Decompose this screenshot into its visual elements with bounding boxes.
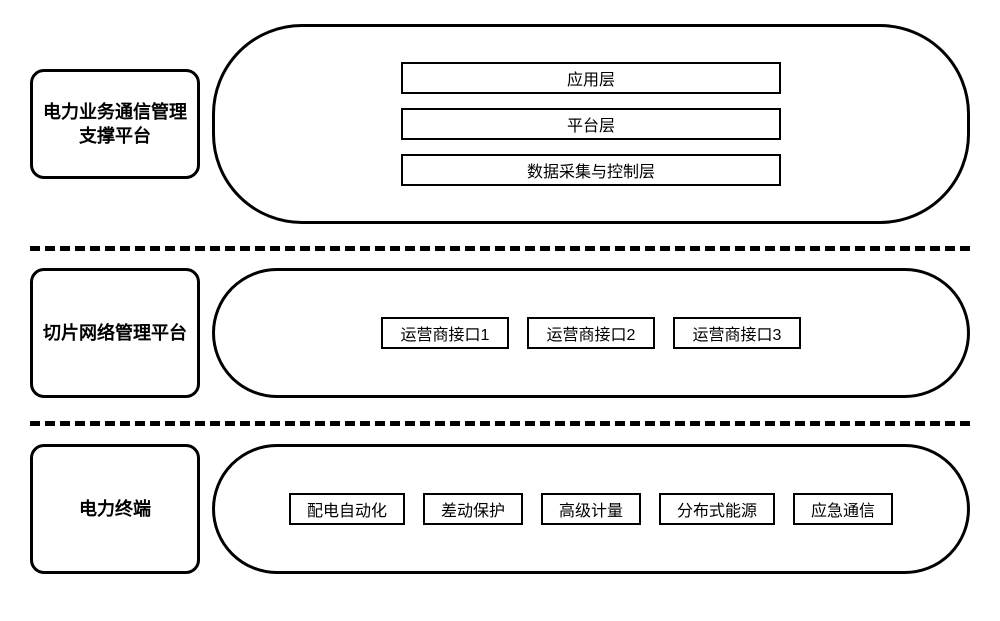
label-power-terminal: 电力终端: [30, 444, 200, 574]
divider-2: [30, 421, 970, 426]
cell-text: 运营商接口2: [547, 321, 636, 345]
label-text: 切片网络管理平台: [43, 321, 187, 345]
stack-s1: 应用层 平台层 数据采集与控制层: [215, 62, 967, 186]
pill-power-comm-platform: 应用层 平台层 数据采集与控制层: [212, 24, 970, 224]
pill-power-terminal: 配电自动化 差动保护 高级计量 分布式能源 应急通信: [212, 444, 970, 574]
cell-operator-api-3: 运营商接口3: [673, 317, 801, 349]
section-slice-network-mgmt: 切片网络管理平台 运营商接口1 运营商接口2 运营商接口3: [30, 268, 970, 398]
diagram-canvas: 电力业务通信管理支撑平台 应用层 平台层 数据采集与控制层 切片网络管理平台: [0, 0, 1000, 621]
cell-text: 高级计量: [559, 497, 623, 521]
cell-diff-protection: 差动保护: [423, 493, 523, 525]
cell-text: 差动保护: [441, 497, 505, 521]
cell-text: 数据采集与控制层: [527, 158, 655, 182]
divider-1: [30, 246, 970, 251]
cell-text: 分布式能源: [677, 497, 757, 521]
cell-text: 应急通信: [811, 497, 875, 521]
cell-operator-api-1: 运营商接口1: [381, 317, 509, 349]
cell-data-acq-ctrl-layer: 数据采集与控制层: [401, 154, 781, 186]
cell-operator-api-2: 运营商接口2: [527, 317, 655, 349]
section-power-terminal: 电力终端 配电自动化 差动保护 高级计量 分布式能源 应急通信: [30, 444, 970, 574]
row-s2: 运营商接口1 运营商接口2 运营商接口3: [215, 317, 967, 349]
cell-adv-metering: 高级计量: [541, 493, 641, 525]
section-power-comm-platform: 电力业务通信管理支撑平台 应用层 平台层 数据采集与控制层: [30, 24, 970, 224]
pill-slice-network-mgmt: 运营商接口1 运营商接口2 运营商接口3: [212, 268, 970, 398]
cell-platform-layer: 平台层: [401, 108, 781, 140]
cell-text: 配电自动化: [307, 497, 387, 521]
cell-text: 应用层: [567, 66, 615, 90]
label-text: 电力业务通信管理支撑平台: [43, 100, 187, 149]
label-text: 电力终端: [79, 497, 151, 521]
cell-distributed-energy: 分布式能源: [659, 493, 775, 525]
cell-text: 平台层: [567, 112, 615, 136]
label-slice-network-mgmt: 切片网络管理平台: [30, 268, 200, 398]
row-s3: 配电自动化 差动保护 高级计量 分布式能源 应急通信: [215, 493, 967, 525]
label-power-comm-platform: 电力业务通信管理支撑平台: [30, 69, 200, 179]
cell-dist-automation: 配电自动化: [289, 493, 405, 525]
cell-text: 运营商接口3: [693, 321, 782, 345]
cell-text: 运营商接口1: [401, 321, 490, 345]
cell-app-layer: 应用层: [401, 62, 781, 94]
cell-emergency-comm: 应急通信: [793, 493, 893, 525]
